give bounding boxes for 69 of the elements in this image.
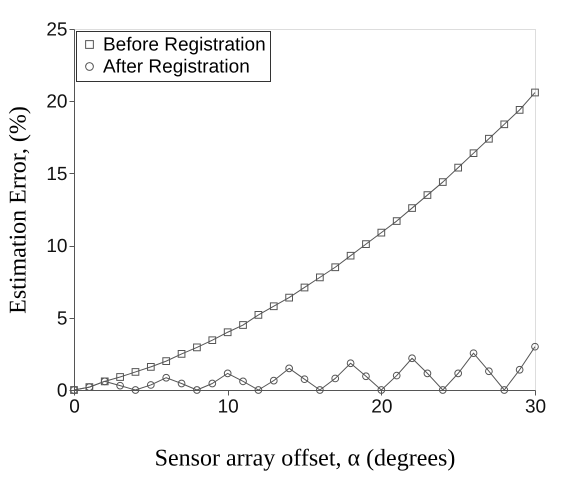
point	[193, 386, 201, 394]
point	[531, 342, 539, 351]
point	[346, 359, 354, 368]
legend-label: Before Registration	[103, 34, 266, 56]
point	[239, 321, 247, 329]
point	[362, 372, 370, 380]
point	[116, 373, 124, 381]
point	[424, 191, 432, 199]
point	[392, 217, 401, 225]
point	[285, 294, 293, 302]
x-tick-label: 10	[218, 396, 239, 418]
point	[377, 386, 386, 394]
point	[300, 375, 308, 384]
y-tick-label: 0	[56, 380, 68, 402]
point	[392, 372, 401, 380]
point	[516, 366, 524, 374]
point	[285, 364, 293, 372]
point	[331, 263, 340, 272]
point	[454, 370, 462, 378]
point	[224, 370, 232, 378]
point	[208, 380, 216, 388]
point	[316, 386, 324, 394]
point	[270, 302, 278, 310]
point	[516, 106, 524, 114]
y-axis-title: Estimation Error, (%)	[5, 106, 32, 314]
point	[178, 350, 186, 358]
point	[485, 134, 493, 143]
point	[500, 120, 508, 128]
point	[362, 240, 370, 248]
point	[438, 178, 447, 186]
point	[424, 370, 432, 378]
y-tick-label: 5	[56, 308, 68, 330]
x-axis-title: Sensor array offset, α (degrees)	[154, 446, 456, 472]
y-tick-label: 20	[46, 92, 68, 113]
point	[408, 354, 416, 362]
point	[485, 367, 493, 376]
point	[254, 311, 262, 319]
point	[500, 386, 508, 394]
point	[116, 382, 124, 390]
point	[224, 328, 232, 336]
point	[300, 284, 308, 292]
point	[346, 252, 354, 260]
point	[270, 376, 278, 384]
point	[239, 377, 247, 386]
point	[316, 274, 324, 282]
point	[331, 374, 340, 382]
x-tick-label: 30	[524, 396, 546, 418]
point	[254, 386, 262, 394]
legend-label: After Registration	[103, 56, 250, 78]
point	[470, 349, 478, 358]
point	[531, 88, 539, 96]
point	[132, 368, 140, 376]
y-tick-label: 25	[46, 20, 68, 40]
point	[193, 344, 201, 352]
point	[146, 363, 155, 371]
y-tick-label: 10	[46, 236, 68, 258]
y-tick-label: 15	[46, 164, 68, 185]
point	[162, 357, 170, 365]
point	[470, 149, 478, 158]
point	[178, 380, 186, 388]
point	[132, 386, 140, 394]
point	[162, 374, 170, 382]
point	[454, 164, 462, 172]
point	[438, 386, 447, 394]
point	[208, 336, 216, 344]
point	[146, 381, 155, 389]
point	[377, 228, 386, 236]
point	[408, 204, 416, 212]
x-tick-label: 20	[371, 396, 392, 418]
